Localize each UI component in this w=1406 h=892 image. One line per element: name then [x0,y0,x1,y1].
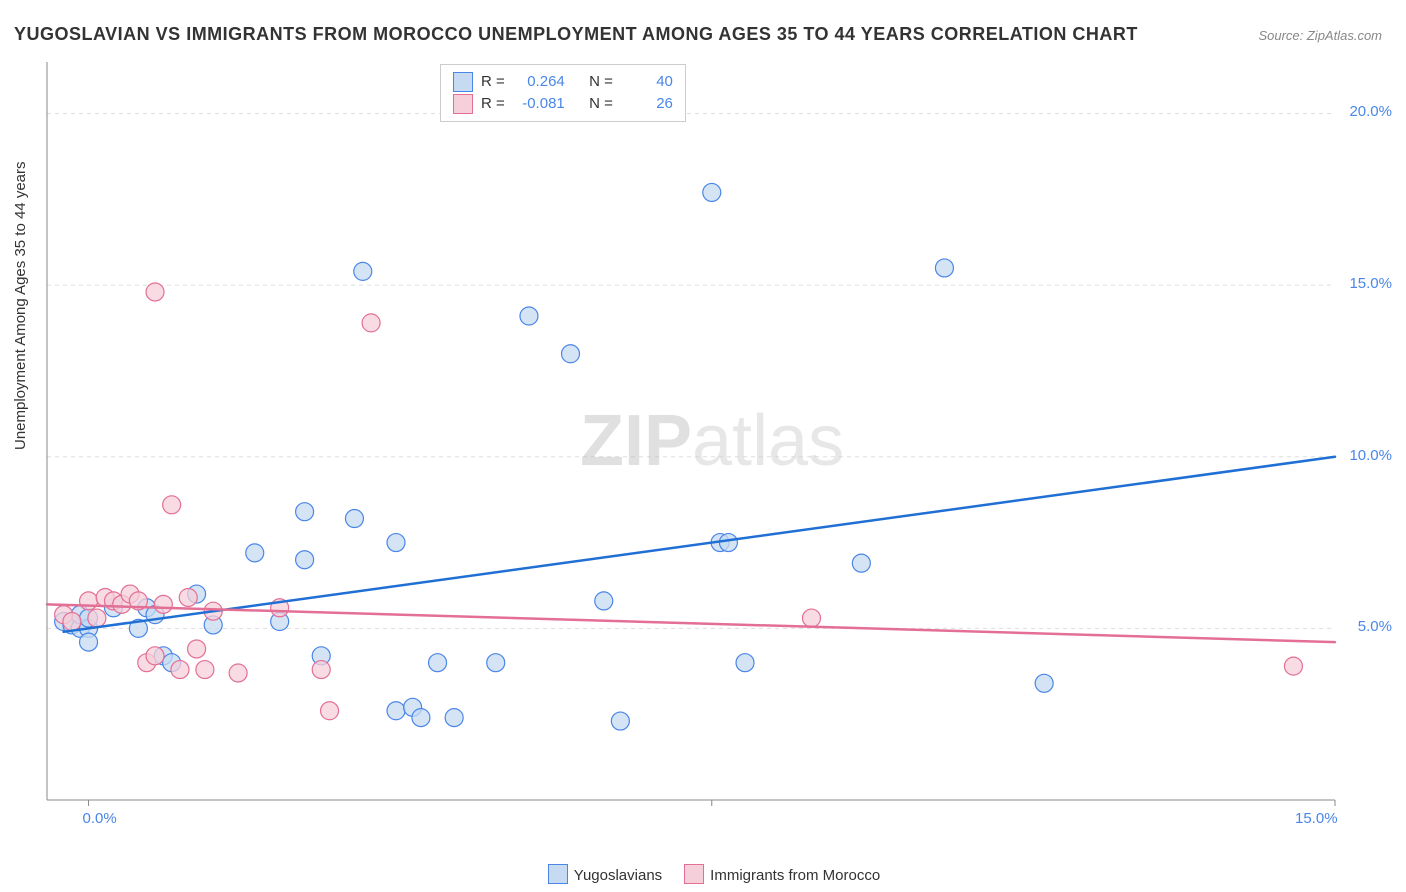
legend-label: Immigrants from Morocco [710,867,880,884]
r-value: -0.081 [513,93,565,115]
series-legend: Yugoslavians Immigrants from Morocco [0,864,1406,884]
watermark-zip: ZIP [580,401,692,481]
legend-swatch [453,94,473,114]
chart-title: YUGOSLAVIAN VS IMMIGRANTS FROM MOROCCO U… [14,24,1138,45]
n-value: 26 [621,93,673,115]
r-key: R = [481,93,505,115]
chart-container: YUGOSLAVIAN VS IMMIGRANTS FROM MOROCCO U… [0,0,1406,892]
x-tick-label: 0.0% [83,810,117,827]
source-label: Source: ZipAtlas.com [1258,28,1382,43]
legend-swatch [684,864,704,884]
y-tick-label: 10.0% [1349,447,1392,464]
n-key: N = [589,93,613,115]
correlation-row: R = -0.081 N = 26 [453,93,673,115]
legend-label: Yugoslavians [574,867,662,884]
correlation-row: R = 0.264 N = 40 [453,71,673,93]
y-tick-label: 15.0% [1349,275,1392,292]
n-key: N = [589,71,613,93]
y-axis-label: Unemployment Among Ages 35 to 44 years [12,161,29,450]
legend-swatch [453,72,473,92]
y-tick-label: 5.0% [1358,618,1392,635]
r-key: R = [481,71,505,93]
r-value: 0.264 [513,71,565,93]
y-tick-label: 20.0% [1349,103,1392,120]
watermark-atlas: atlas [692,401,844,481]
watermark: ZIPatlas [580,400,844,482]
n-value: 40 [621,71,673,93]
x-tick-label: 15.0% [1295,810,1338,827]
legend-swatch [548,864,568,884]
correlation-legend: R = 0.264 N = 40 R = -0.081 N = 26 [440,64,686,122]
